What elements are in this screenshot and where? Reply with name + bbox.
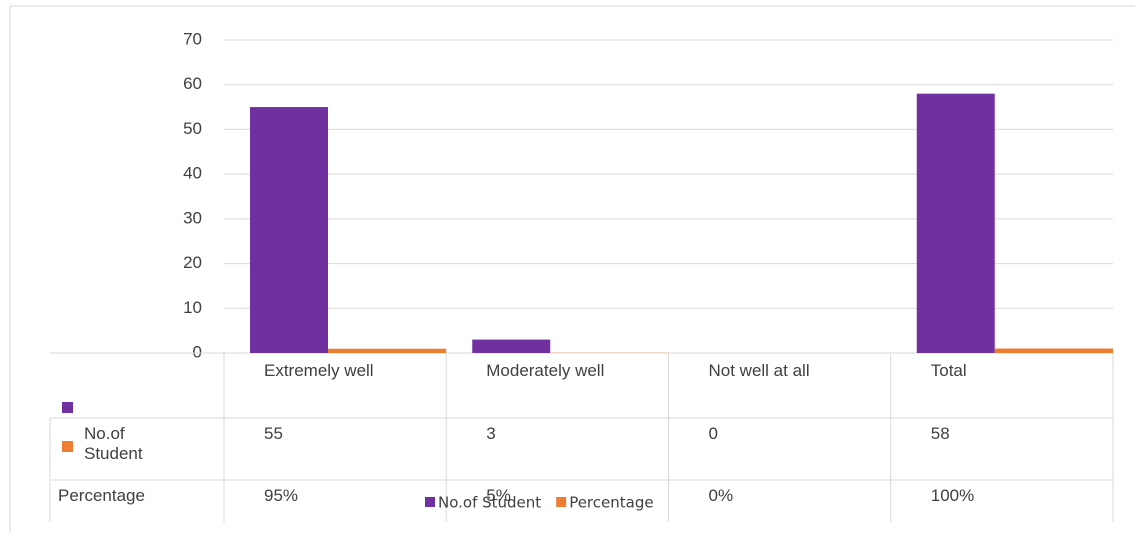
bar — [328, 348, 447, 353]
table-value: 5% — [486, 486, 511, 505]
table-value: 95% — [264, 486, 299, 505]
legend-key — [556, 497, 567, 507]
category-label: Moderately well — [486, 361, 605, 380]
category-label: Extremely well — [264, 361, 374, 380]
y-tick-label: 0 — [193, 342, 202, 361]
table-value: 3 — [486, 424, 496, 443]
bar — [250, 107, 328, 353]
table-value: 55 — [264, 424, 283, 443]
legend-key — [425, 497, 435, 507]
y-tick-label: 30 — [183, 208, 202, 227]
row-label: No.of Student — [84, 424, 143, 463]
table-value: 100% — [930, 486, 975, 505]
legend-key — [62, 441, 73, 452]
y-tick-label: 50 — [183, 119, 202, 138]
y-tick-label: 20 — [183, 253, 202, 272]
legend-label: No.of Student — [438, 494, 541, 512]
bar — [472, 339, 551, 353]
y-tick-label: 70 — [183, 29, 202, 48]
y-tick-label: 60 — [183, 74, 202, 93]
category-label: Not well at all — [708, 361, 810, 380]
legend-label: Percentage — [569, 494, 653, 512]
y-tick-label: 10 — [183, 298, 202, 317]
category-label: Total — [930, 361, 967, 380]
row-label: Percentage — [58, 486, 145, 505]
bar — [994, 348, 1113, 353]
table-value: 0 — [708, 424, 718, 443]
y-tick-label: 40 — [183, 164, 202, 183]
legend-key — [62, 402, 73, 413]
bar — [916, 93, 995, 354]
table-value: 0% — [708, 486, 734, 505]
table-value: 58 — [930, 424, 950, 443]
